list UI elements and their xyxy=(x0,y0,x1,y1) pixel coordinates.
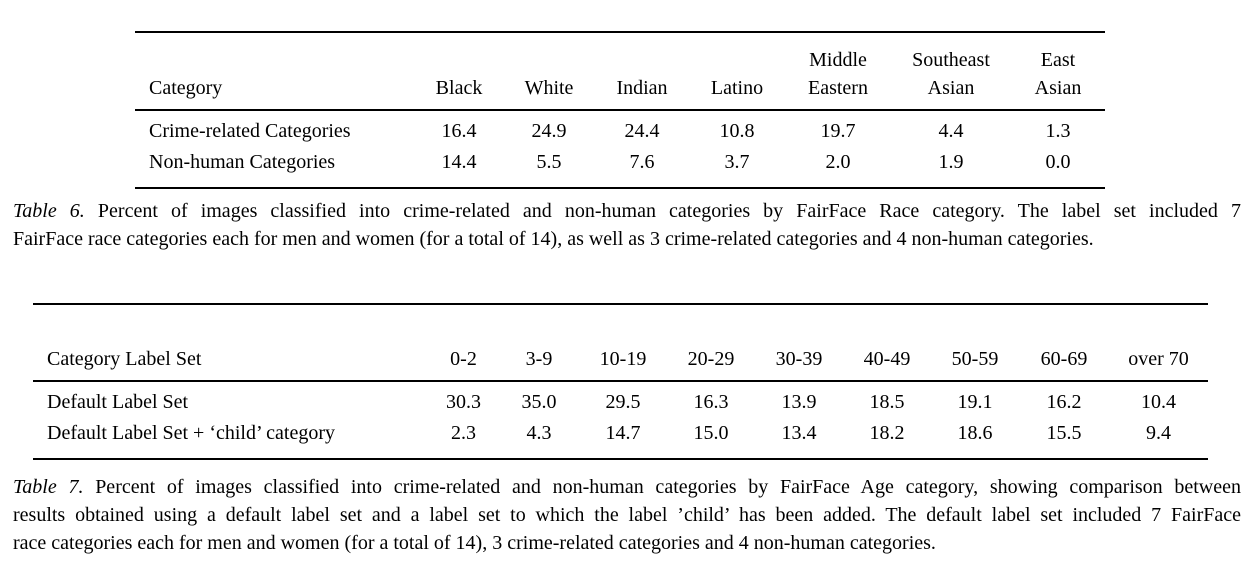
row-label: Default Label Set + ‘child’ category xyxy=(47,422,336,444)
column-header: Latino xyxy=(689,32,785,111)
cell-value: 35.0 xyxy=(521,391,557,413)
cell-value: 14.7 xyxy=(605,422,641,444)
table-row: Crime-related Categories 16.4 24.9 24.4 10.8… xyxy=(135,110,1105,147)
table-row: Default Label Set 30.3 35.0 29.5 16.3 13.9 18.… xyxy=(33,381,1208,418)
row-label: Default Label Set xyxy=(47,391,189,413)
cell-value: 14.4 xyxy=(441,151,477,173)
table-row: Non-human Categories 14.4 5.5 7.6 3.7 2.0 1.9 0… xyxy=(135,147,1105,188)
cell-value: 18.5 xyxy=(869,391,905,413)
cell-value: 10.8 xyxy=(719,120,755,142)
caption-table-6: Table 6. Percent of images classified in… xyxy=(13,197,1241,253)
caption-line: race categories each for men and women (… xyxy=(13,532,936,554)
cell-value: 16.2 xyxy=(1046,391,1082,413)
column-header: 10-19 xyxy=(579,304,667,382)
cell-value: 19.7 xyxy=(820,120,856,142)
column-header: Black xyxy=(415,32,503,111)
cell-value: 24.4 xyxy=(624,120,660,142)
cell-value: 18.2 xyxy=(869,422,905,444)
cell-value: 4.3 xyxy=(526,422,552,444)
caption-table-7: Table 7. Percent of images classified in… xyxy=(13,473,1241,557)
caption-line: FairFace race categories each for men an… xyxy=(13,228,1094,250)
cell-value: 24.9 xyxy=(531,120,567,142)
cell-value: 29.5 xyxy=(605,391,641,413)
column-header: over 70 xyxy=(1109,304,1208,382)
cell-value: 10.4 xyxy=(1141,391,1176,413)
column-header: 3-9 xyxy=(499,304,579,382)
cell-value: 16.4 xyxy=(441,120,477,142)
table-7-wrapper: Category Label Set 0-2 3-9 10-19 20-29 30-39 4… xyxy=(33,303,1208,460)
column-header: Indian xyxy=(595,32,689,111)
header-row: Category Black White Indian Latino Middle Eas… xyxy=(135,32,1105,111)
cell-value: 4.4 xyxy=(938,120,964,142)
table-6-wrapper: Category Black White Indian Latino Middle Eas… xyxy=(135,31,1105,189)
cell-value: 9.4 xyxy=(1146,422,1171,444)
cell-value: 0.0 xyxy=(1045,151,1071,173)
caption-text: Percent of images classified into crime-… xyxy=(95,476,1241,498)
caption-line: Table 7. Percent of images classified in… xyxy=(13,473,1241,501)
cell-value: 1.9 xyxy=(938,151,964,173)
column-header: 40-49 xyxy=(843,304,931,382)
column-header: Category Label Set xyxy=(33,304,428,382)
cell-value: 13.9 xyxy=(781,391,817,413)
cell-value: 2.3 xyxy=(451,422,476,444)
column-header: East Asian xyxy=(1011,32,1105,111)
table-7-age: Category Label Set 0-2 3-9 10-19 20-29 30-39 4… xyxy=(33,303,1208,460)
column-header: White xyxy=(503,32,595,111)
column-header: 50-59 xyxy=(931,304,1019,382)
column-header: 20-29 xyxy=(667,304,755,382)
row-label: Crime-related Categories xyxy=(149,120,351,142)
cell-value: 5.5 xyxy=(536,151,562,173)
caption-line: Table 6. Percent of images classified in… xyxy=(13,197,1241,225)
cell-value: 15.0 xyxy=(693,422,729,444)
row-label: Non-human Categories xyxy=(149,151,336,173)
cell-value: 7.6 xyxy=(629,151,655,173)
cell-value: 2.0 xyxy=(825,151,851,173)
cell-value: 15.5 xyxy=(1046,422,1082,444)
cell-value: 13.4 xyxy=(781,422,817,444)
column-header: 0-2 xyxy=(428,304,499,382)
column-header: 60-69 xyxy=(1019,304,1109,382)
cell-value: 30.3 xyxy=(446,391,481,413)
caption-label: Table 6. xyxy=(13,200,85,222)
cell-value: 1.3 xyxy=(1045,120,1071,142)
column-header: Southeast Asian xyxy=(891,32,1011,111)
cell-value: 19.1 xyxy=(957,391,993,413)
table-row: Default Label Set + ‘child’ category 2.3 4… xyxy=(33,418,1208,459)
cell-value: 16.3 xyxy=(693,391,729,413)
cell-value: 18.6 xyxy=(957,422,993,444)
column-header: Category xyxy=(135,32,415,111)
cell-value: 3.7 xyxy=(724,151,750,173)
header-row: Category Label Set 0-2 3-9 10-19 20-29 30-39 4… xyxy=(33,304,1208,382)
column-header: Middle Eastern xyxy=(785,32,891,111)
caption-text: Percent of images classified into crime-… xyxy=(97,200,1241,222)
column-header: 30-39 xyxy=(755,304,843,382)
caption-label: Table 7. xyxy=(13,476,84,498)
table-6-race: Category Black White Indian Latino Middle Eas… xyxy=(135,31,1105,189)
caption-line: results obtained using a default label s… xyxy=(13,504,1241,526)
